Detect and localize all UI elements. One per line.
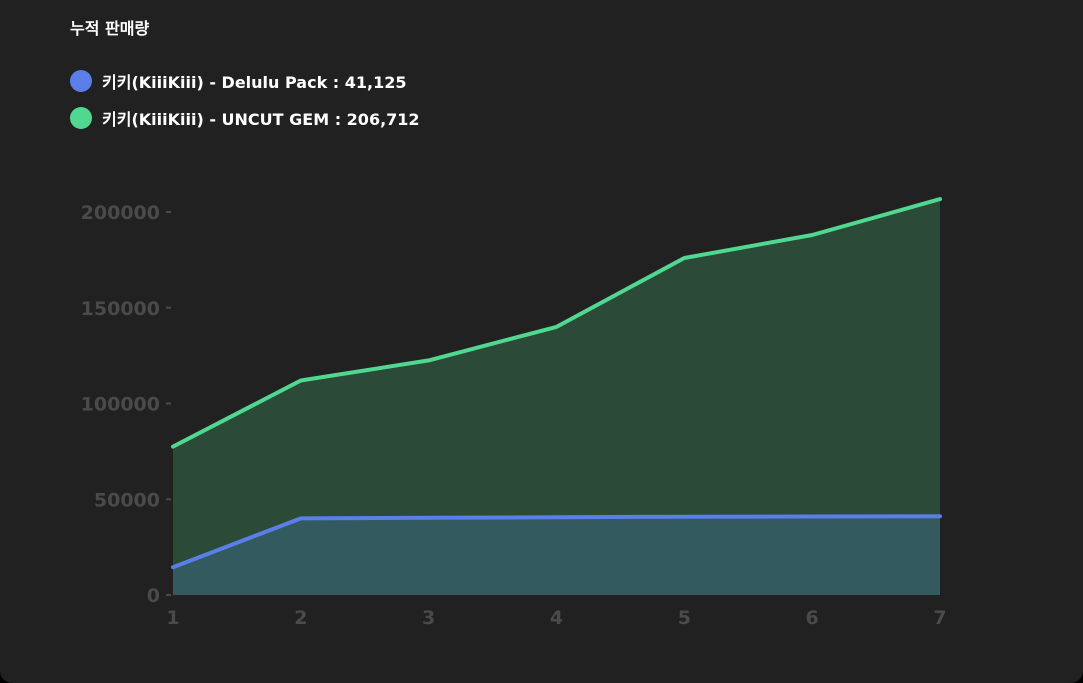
legend-item-uncut-gem[interactable]: 키키(KiiiKiii) - UNCUT GEM : 206,712 (70, 99, 420, 136)
y-tick-label: 50000 (94, 489, 160, 511)
legend-label: 키키(KiiiKiii) - UNCUT GEM : 206,712 (102, 109, 420, 129)
x-tick-label: 3 (422, 607, 435, 629)
legend-dot-icon (70, 69, 92, 92)
y-tick-label: 0 (147, 585, 160, 607)
series-area-0 (173, 516, 940, 595)
y-tick-label: 150000 (81, 298, 160, 320)
y-tick-label: 100000 (81, 394, 160, 416)
x-tick-label: 5 (678, 607, 691, 629)
x-tick-label: 2 (294, 607, 307, 629)
legend-dot-icon (70, 106, 92, 129)
x-tick-label: 7 (933, 607, 946, 629)
x-tick-label: 1 (166, 607, 179, 629)
y-tick-label: 200000 (81, 202, 160, 224)
legend-label: 키키(KiiiKiii) - Delulu Pack : 41,125 (102, 72, 407, 92)
x-tick-label: 4 (550, 607, 563, 629)
x-tick-label: 6 (806, 607, 819, 629)
chart-title: 누적 판매량 (70, 19, 150, 38)
legend-item-delulu-pack[interactable]: 키키(KiiiKiii) - Delulu Pack : 41,125 (70, 62, 420, 99)
legend: 키키(KiiiKiii) - Delulu Pack : 41,125 키키(K… (70, 62, 420, 136)
series-area-1 (173, 199, 940, 595)
